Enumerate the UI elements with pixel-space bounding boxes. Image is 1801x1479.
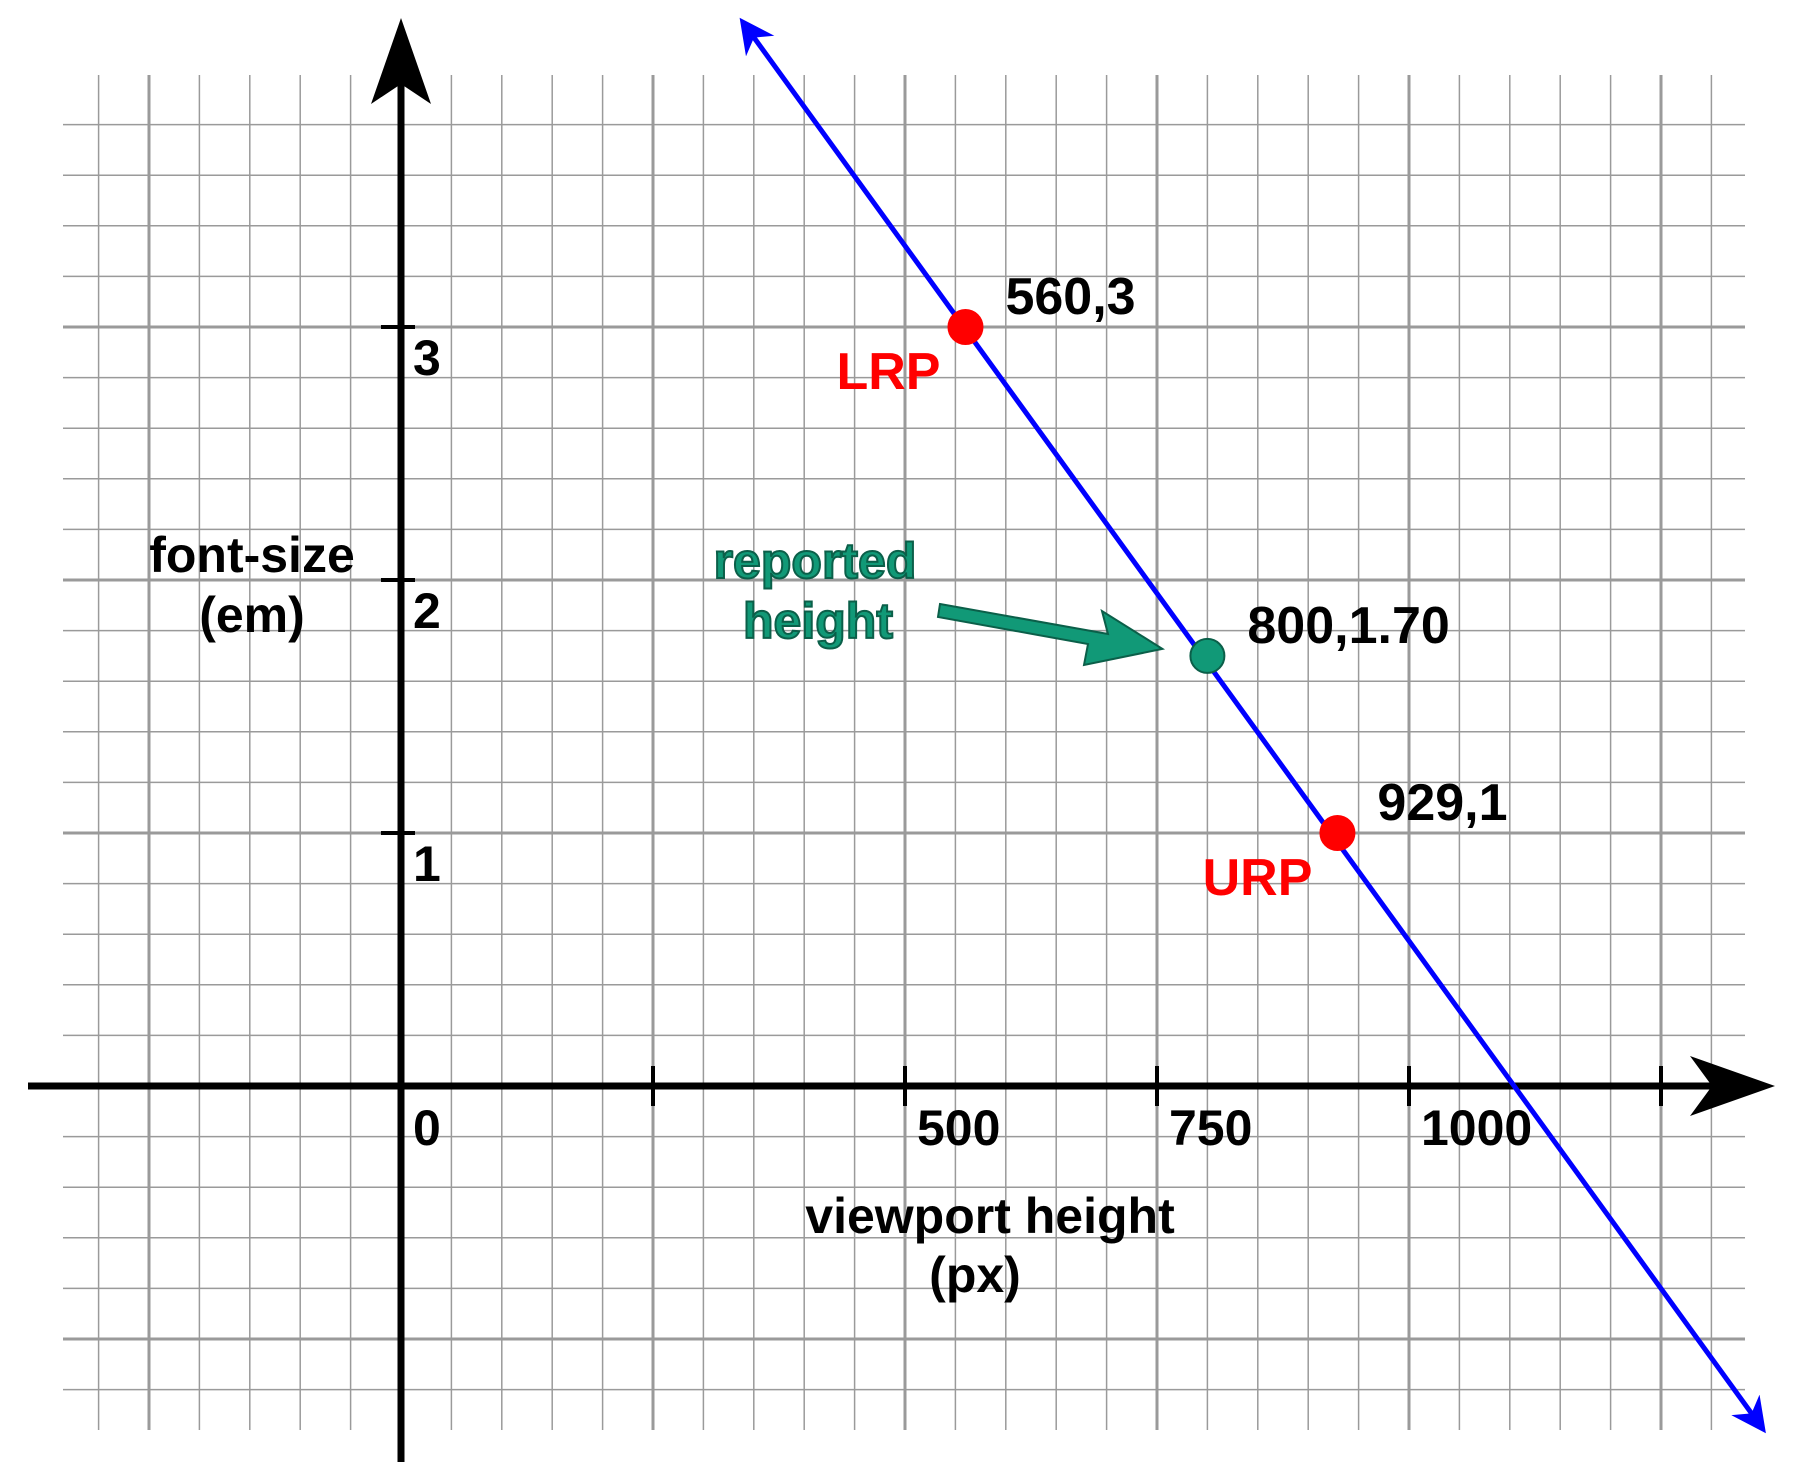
data-point-marker	[1189, 637, 1226, 674]
y-tick-label: 3	[413, 330, 441, 386]
data-point-tag-label: LRP	[836, 343, 940, 401]
data-point-marker	[947, 309, 984, 345]
axes: 0 500 750 1000 1 2 3	[28, 18, 1775, 1462]
annotation-group	[936, 602, 1166, 667]
y-axis-label-line1: font-size	[149, 527, 355, 583]
x-axis-label-line1: viewport height	[805, 1188, 1175, 1244]
data-point-value-label: 929,1	[1377, 774, 1507, 832]
y-tick-label: 2	[413, 583, 441, 639]
series-line	[739, 17, 1766, 1434]
annotation-label-line2: height	[743, 593, 893, 649]
y-axis-label-line2: (em)	[199, 587, 305, 643]
y-tick-label: 1	[413, 836, 441, 892]
data-point-value-label: 800,1.70	[1247, 597, 1449, 655]
annotation-label-line1: reported	[714, 533, 917, 589]
data-point-value-label: 560,3	[1005, 268, 1135, 326]
x-tick-label: 500	[917, 1100, 1000, 1156]
annotation-arrow	[936, 602, 1166, 667]
x-tick-label: 0	[413, 1100, 441, 1156]
x-tick-label: 750	[1169, 1100, 1252, 1156]
x-axis-label-line2: (px)	[929, 1247, 1021, 1303]
x-tick-label: 1000	[1421, 1100, 1532, 1156]
data-point-tag-label: URP	[1203, 849, 1313, 907]
y-axis-arrowhead	[371, 18, 431, 104]
data-points: 560,3 LRP 800,1.70 929,1 URP	[836, 268, 1507, 907]
linear-function-line	[739, 17, 1766, 1434]
data-point-marker	[1319, 815, 1356, 851]
